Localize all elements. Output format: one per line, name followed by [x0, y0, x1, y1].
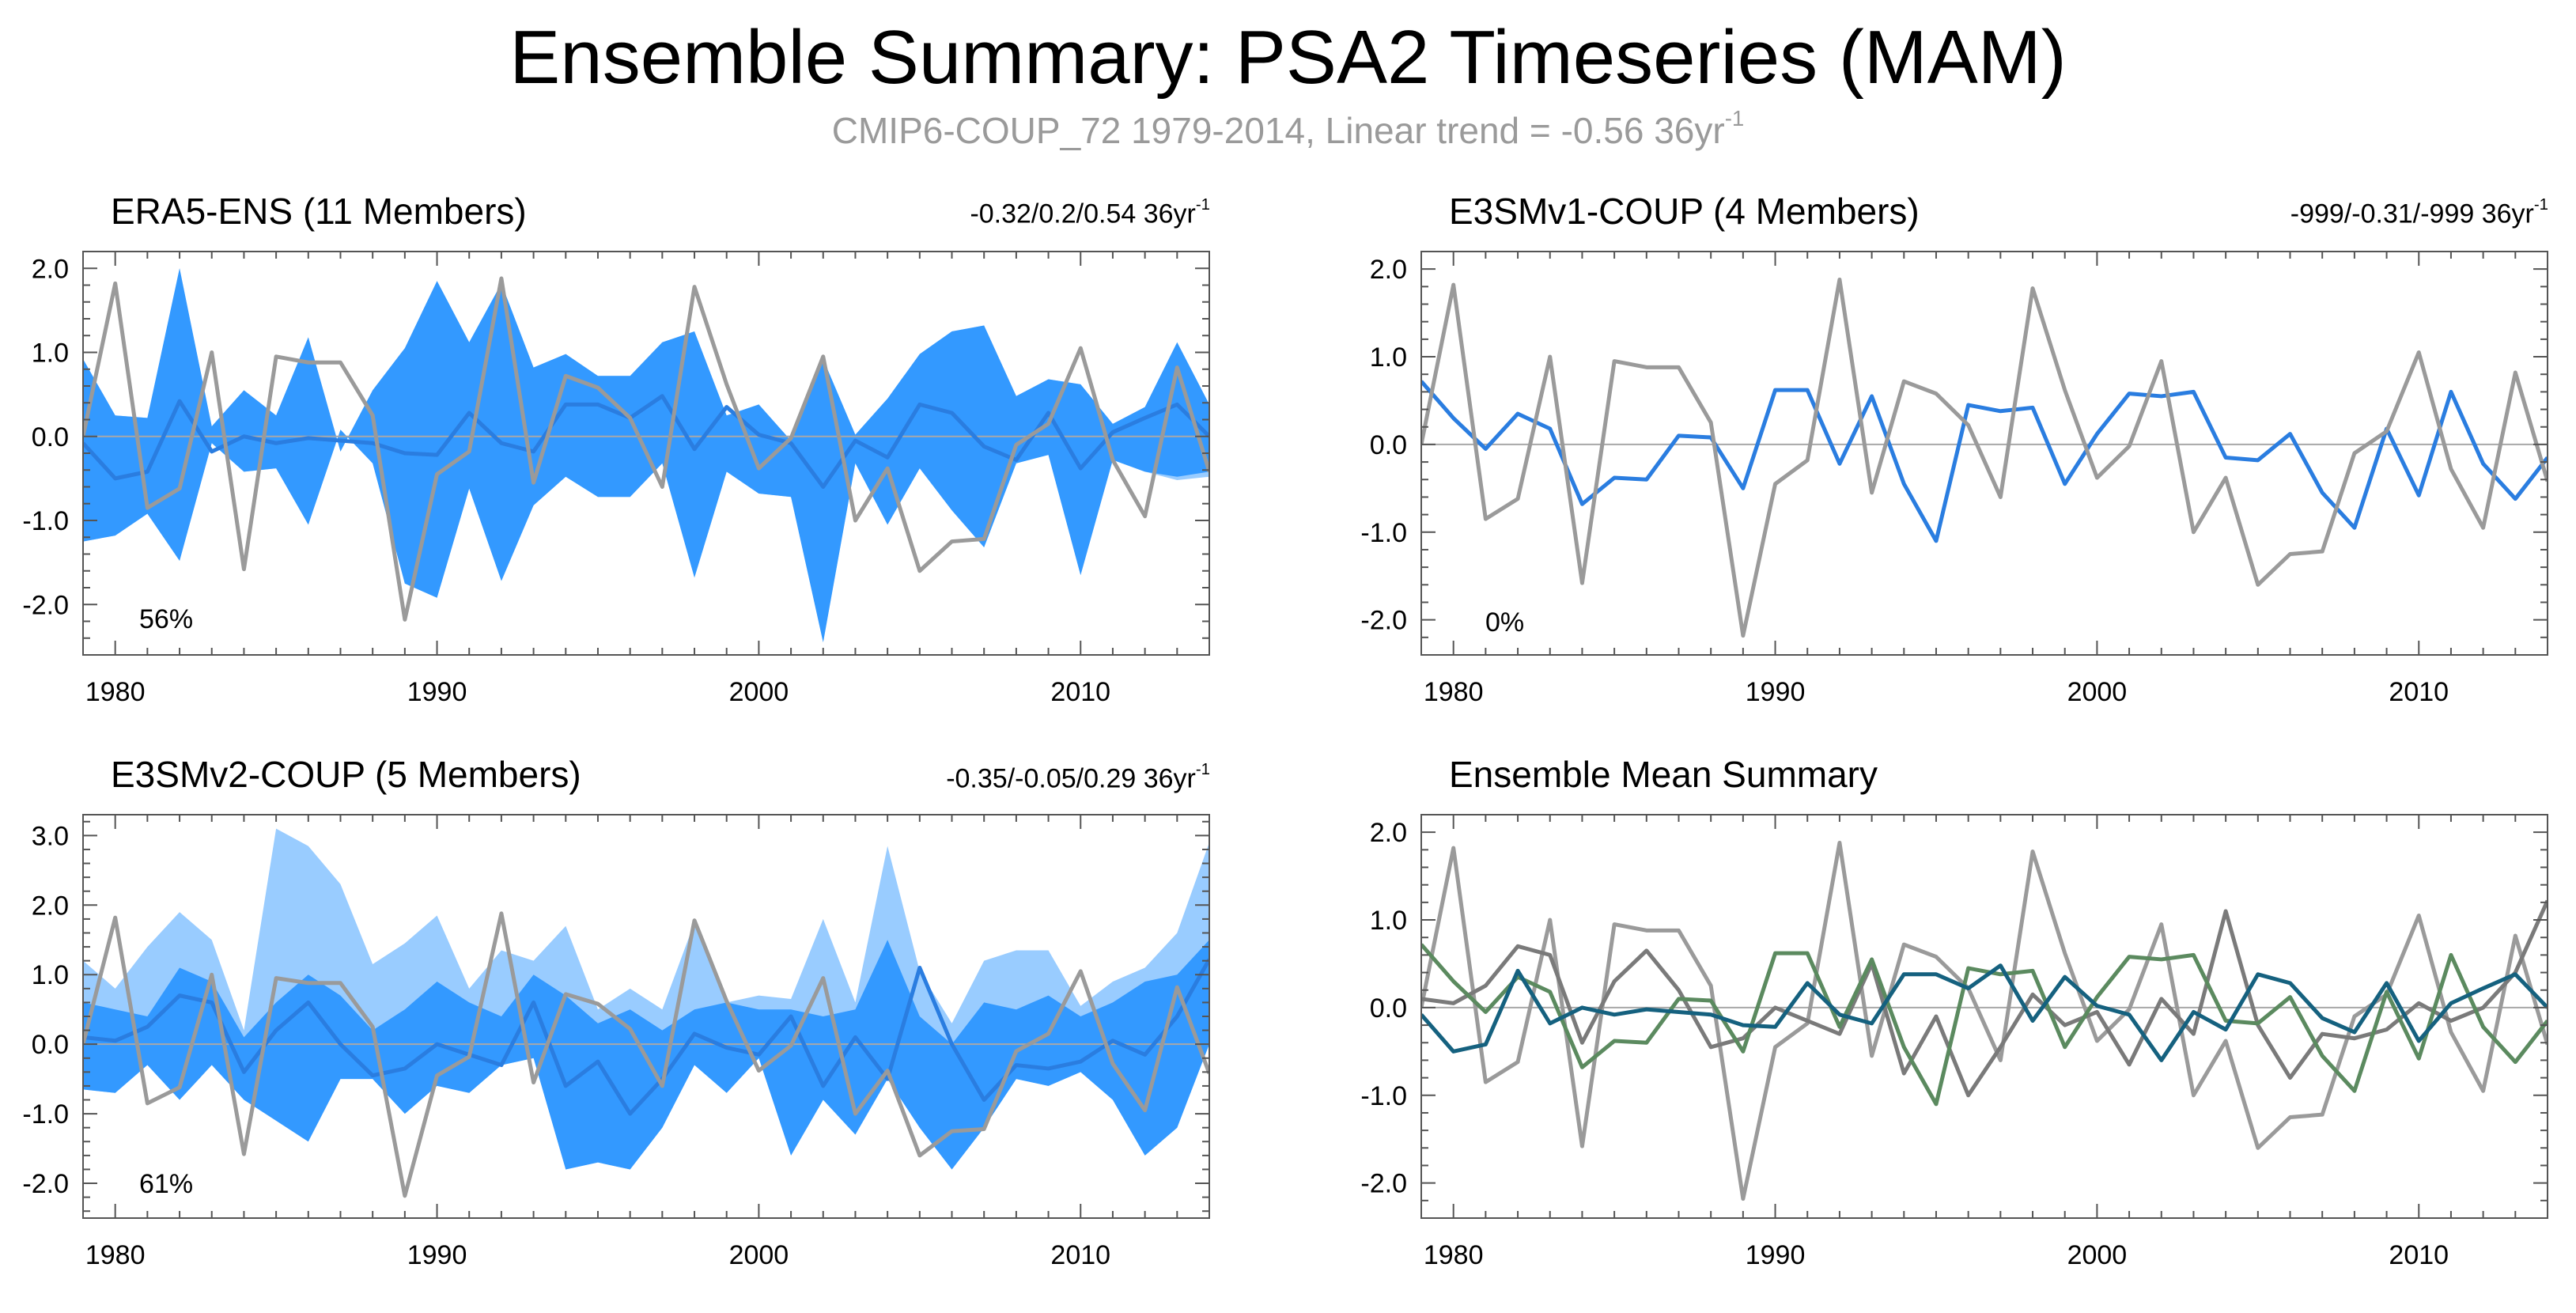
x-tick-label: 2000	[729, 677, 789, 707]
panel-e3smv2: -2.0 -1.0 0.0 1.0 2.0 3.0 1980 1990 2000 2010	[22, 814, 1210, 1270]
trend-label-e3smv2: -0.35/-0.05/0.29 36yr-1	[946, 761, 1210, 794]
trend-exponent: -1	[2533, 196, 2548, 214]
x-tick-label: 1980	[1424, 677, 1484, 707]
figure-title: Ensemble Summary: PSA2 Timeseries (MAM)	[509, 15, 2067, 100]
y-tick-label: 1.0	[1370, 342, 1407, 373]
trend-text: -999/-0.31/-999 36yr	[2290, 199, 2534, 229]
y-tick-label: -1.0	[22, 506, 69, 536]
x-tick-label: 2010	[2389, 677, 2449, 707]
percent-label-era5: 56%	[139, 604, 194, 634]
plot-area	[1421, 840, 2548, 1201]
y-tick-label: -2.0	[1360, 1169, 1407, 1199]
x-tick-label: 1980	[85, 677, 146, 707]
panel-e3smv1: -2.0 -1.0 0.0 1.0 2.0 1980 1990 2000 2010	[1360, 251, 2548, 707]
series-line-e3smv1-ensemble-mean	[1421, 380, 2548, 543]
series-line-observed	[1421, 840, 2548, 1201]
y-tick-label: -2.0	[22, 1169, 69, 1199]
x-tick-label: 1990	[1746, 1240, 1806, 1270]
y-tick-label: 2.0	[1370, 818, 1407, 848]
trend-text: -0.35/-0.05/0.29 36yr	[946, 763, 1196, 794]
y-tick-label: -1.0	[1360, 1081, 1407, 1111]
y-tick-label: 0.0	[32, 422, 69, 452]
panel-title-e3smv2: E3SMv2-COUP (5 Members)	[111, 754, 581, 795]
y-tick-label: -1.0	[1360, 518, 1407, 548]
x-tick-label: 2000	[2067, 677, 2128, 707]
trend-text: -0.32/0.2/0.54 36yr	[970, 199, 1196, 229]
percent-label-e3smv2: 61%	[139, 1169, 194, 1199]
plot-frame	[1420, 814, 2548, 1219]
y-tick-label: 0.0	[1370, 430, 1407, 460]
y-tick-label: 0.0	[32, 1030, 69, 1060]
series-line-era5-ens	[1421, 963, 2548, 1062]
series-line-observed	[83, 276, 1209, 622]
plot-frame	[1420, 251, 2548, 656]
x-tick-label: 1990	[407, 677, 467, 707]
series-line-e3smv2-coup	[1421, 899, 2548, 1098]
x-tick-label: 1990	[407, 1240, 467, 1270]
trend-exponent: -1	[1195, 196, 1210, 214]
y-tick-label: 2.0	[32, 891, 69, 921]
series-line-e3smv1-coup	[1421, 943, 2548, 1107]
percent-label-e3smv1: 0%	[1485, 607, 1525, 638]
series-line-e3smv2-ensemble-mean	[83, 958, 1209, 1116]
y-tick-label: 2.0	[32, 254, 69, 284]
x-tick-label: 2010	[1050, 677, 1110, 707]
series-line-observed	[83, 911, 1209, 1198]
series-line-observed	[1421, 277, 2548, 638]
x-tick-label: 2010	[2389, 1240, 2449, 1270]
panel-ensemble-mean: -2.0 -1.0 0.0 1.0 2.0 1980 1990 2000 2010	[1360, 814, 2548, 1270]
series-line-era5-ensemble-mean	[83, 394, 1209, 489]
x-tick-label: 1980	[1424, 1240, 1484, 1270]
panel-title-e3smv1: E3SMv1-COUP (4 Members)	[1449, 191, 1920, 232]
x-tick-label: 1990	[1746, 677, 1806, 707]
y-tick-label: -2.0	[22, 590, 69, 620]
plot-area	[1421, 277, 2548, 638]
subtitle-exponent: -1	[1724, 106, 1745, 131]
y-tick-label: 2.0	[1370, 255, 1407, 285]
x-tick-label: 2000	[729, 1240, 789, 1270]
trend-exponent: -1	[1195, 761, 1210, 778]
plot-area	[83, 268, 1209, 643]
x-tick-label: 2010	[1050, 1240, 1110, 1270]
subtitle-text: CMIP6-COUP_72 1979-2014, Linear trend = …	[831, 110, 1725, 152]
y-tick-label: 3.0	[32, 821, 69, 851]
panel-title-era5: ERA5-ENS (11 Members)	[111, 191, 527, 232]
y-tick-label: -1.0	[22, 1099, 69, 1129]
trend-label-era5: -0.32/0.2/0.54 36yr-1	[970, 196, 1210, 229]
y-tick-label: 0.0	[1370, 993, 1407, 1024]
plot-area	[83, 828, 1209, 1198]
figure-subtitle: CMIP6-COUP_72 1979-2014, Linear trend = …	[0, 106, 2576, 152]
y-tick-label: 1.0	[32, 960, 69, 990]
panel-era5: -2.0 -1.0 0.0 1.0 2.0 1980 1990 2000 2010	[22, 251, 1210, 707]
y-tick-label: 1.0	[32, 339, 69, 369]
y-tick-label: -2.0	[1360, 606, 1407, 636]
x-tick-label: 1980	[85, 1240, 146, 1270]
panel-title-ensemble-mean: Ensemble Mean Summary	[1449, 754, 1878, 795]
y-tick-label: 1.0	[1370, 906, 1407, 936]
trend-label-e3smv1: -999/-0.31/-999 36yr-1	[2290, 196, 2548, 229]
x-tick-label: 2000	[2067, 1240, 2128, 1270]
